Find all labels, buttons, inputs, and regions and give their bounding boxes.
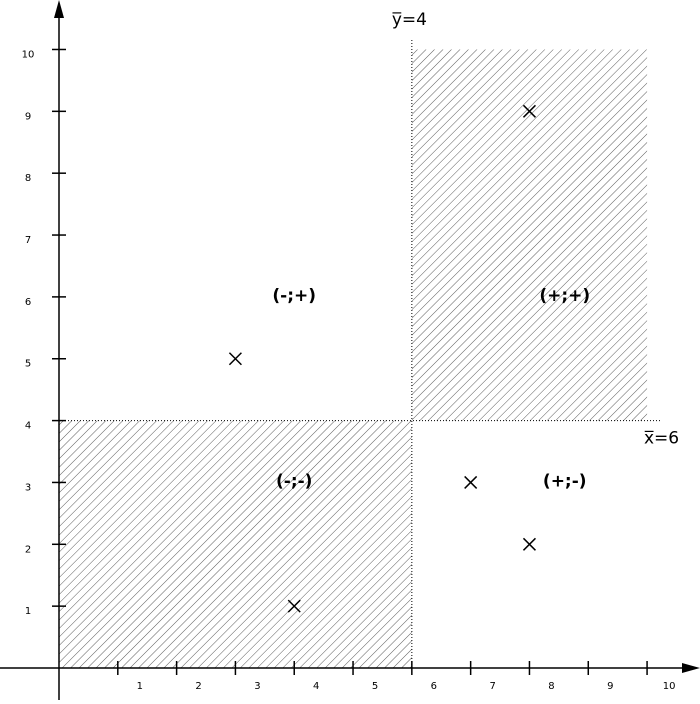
y-tick-label: 9: [25, 111, 31, 122]
quadrant-label: (+;+): [539, 286, 590, 306]
quadrant-label: (-;+): [272, 286, 316, 306]
hatched-quadrant: [411, 49, 648, 421]
y-tick-label: 7: [25, 235, 31, 246]
hatched-quadrant: [59, 420, 412, 668]
x-tick-label: 3: [254, 681, 260, 692]
x-tick-label: 9: [607, 681, 613, 692]
x-tick-label: 5: [372, 681, 378, 692]
quadrant-label: (-;-): [276, 471, 312, 491]
mean-label: x̅=6: [644, 429, 679, 449]
x-tick-label: 2: [195, 681, 201, 692]
point: [228, 352, 242, 366]
x-tick-label: 7: [489, 681, 495, 692]
quadrant-label: (+;-): [543, 471, 587, 491]
point: [522, 104, 536, 118]
y-tick-label: 10: [22, 49, 35, 60]
y-tick-label: 8: [25, 173, 31, 184]
axis-arrow: [682, 663, 700, 673]
y-tick-label: 4: [25, 421, 31, 432]
y-tick-label: 2: [25, 544, 31, 555]
y-tick-label: 5: [25, 359, 31, 370]
y-tick-label: 1: [25, 606, 31, 617]
point: [522, 537, 536, 551]
mean-label: y̅=4: [392, 10, 427, 30]
point: [287, 599, 301, 613]
x-tick-label: 1: [137, 681, 143, 692]
y-tick-label: 3: [25, 482, 31, 493]
axis-arrow: [54, 0, 64, 18]
x-tick-label: 10: [663, 681, 676, 692]
point: [464, 475, 478, 489]
x-tick-label: 4: [313, 681, 319, 692]
y-tick-label: 6: [25, 297, 31, 308]
x-tick-label: 6: [431, 681, 437, 692]
x-tick-label: 8: [548, 681, 554, 692]
